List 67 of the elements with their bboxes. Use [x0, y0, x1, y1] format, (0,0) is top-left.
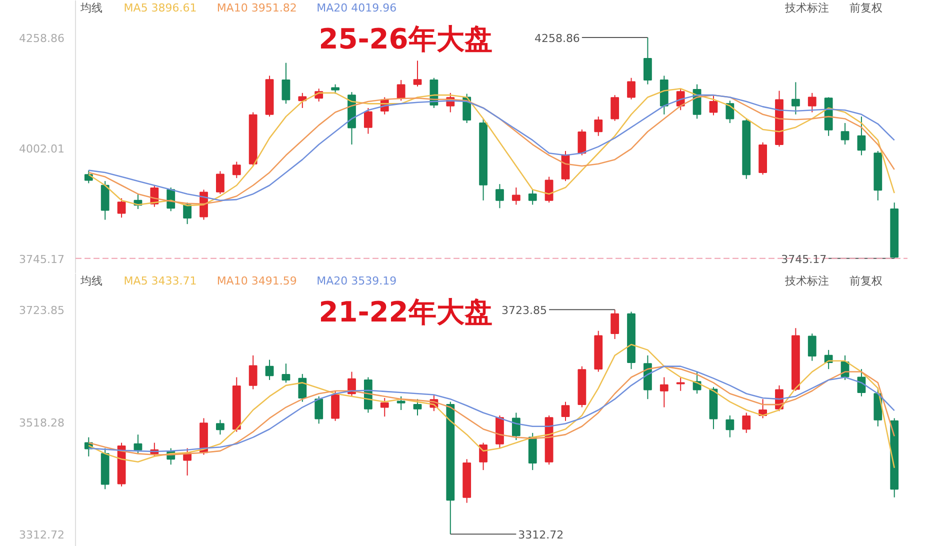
candlestick [808, 92, 816, 113]
candlestick [282, 62, 290, 104]
annotation: 技术标注 [784, 274, 829, 288]
candlestick [496, 184, 504, 209]
candlestick [709, 94, 718, 116]
annotation: 3312.72 [518, 528, 564, 542]
candlestick [232, 161, 241, 179]
candlestick [331, 84, 340, 94]
candlestick [791, 82, 800, 115]
candlestick [726, 414, 734, 438]
candlestick [265, 359, 274, 380]
legend-title: 均线 [80, 2, 102, 14]
annotation: 技术标注 [784, 2, 829, 14]
candlestick [479, 442, 488, 471]
candlestick [364, 107, 372, 134]
text: MA10 3951.82 [216, 2, 297, 14]
candlestick [594, 116, 603, 136]
candlestick [610, 94, 620, 122]
text: MA5 3433.71 [124, 274, 197, 288]
candlestick [627, 77, 636, 100]
candlestick [676, 376, 685, 392]
y-tick-label: 3745.17 [19, 252, 65, 266]
candlestick [413, 60, 422, 87]
candlestick [512, 412, 520, 441]
candlestick [660, 376, 668, 408]
candlestick [117, 198, 126, 218]
y-tick-label: 3723.85 [19, 304, 65, 318]
candlestick [380, 397, 389, 418]
annotation: 4258.86 [534, 32, 580, 46]
candlestick [183, 202, 192, 225]
candlestick [808, 333, 816, 362]
candlestick [578, 128, 586, 156]
y-tick-label: 4002.01 [19, 142, 65, 156]
candlestick [396, 396, 406, 410]
candlestick [561, 401, 570, 422]
annotation: 前复权 [850, 274, 883, 288]
candlestick [742, 412, 751, 434]
annotation: 3723.85 [502, 304, 548, 318]
text: MA10 3491.59 [216, 274, 297, 288]
candlestick [726, 100, 734, 124]
candlestick [216, 419, 224, 436]
candlestick [610, 309, 620, 340]
candlestick [216, 170, 224, 194]
candlestick [298, 373, 307, 402]
y-tick-label: 3312.72 [19, 528, 65, 542]
candlestick [840, 122, 850, 146]
text: 25-26年大盘 [318, 22, 492, 56]
annotation: 前复权 [850, 2, 883, 14]
legend-title: 均线 [80, 274, 102, 288]
y-tick-label: 3518.28 [19, 416, 65, 430]
text: 21-22年大盘 [318, 296, 492, 328]
candlestick [644, 37, 652, 85]
candlestick [396, 80, 406, 102]
candlestick [331, 390, 340, 422]
candlestick [857, 116, 866, 156]
candlestick [314, 396, 324, 424]
candlestick [248, 354, 258, 390]
text: MA20 4019.96 [316, 2, 397, 14]
text: MA5 3896.61 [124, 2, 197, 14]
text: MA20 3539.19 [316, 274, 397, 288]
y-tick-label: 4258.86 [19, 32, 65, 46]
candlestick [528, 189, 537, 206]
candlestick [544, 176, 554, 204]
candlestick [282, 363, 290, 384]
candlestick [413, 398, 422, 416]
candlestick [512, 187, 520, 206]
candlestick [134, 434, 142, 454]
